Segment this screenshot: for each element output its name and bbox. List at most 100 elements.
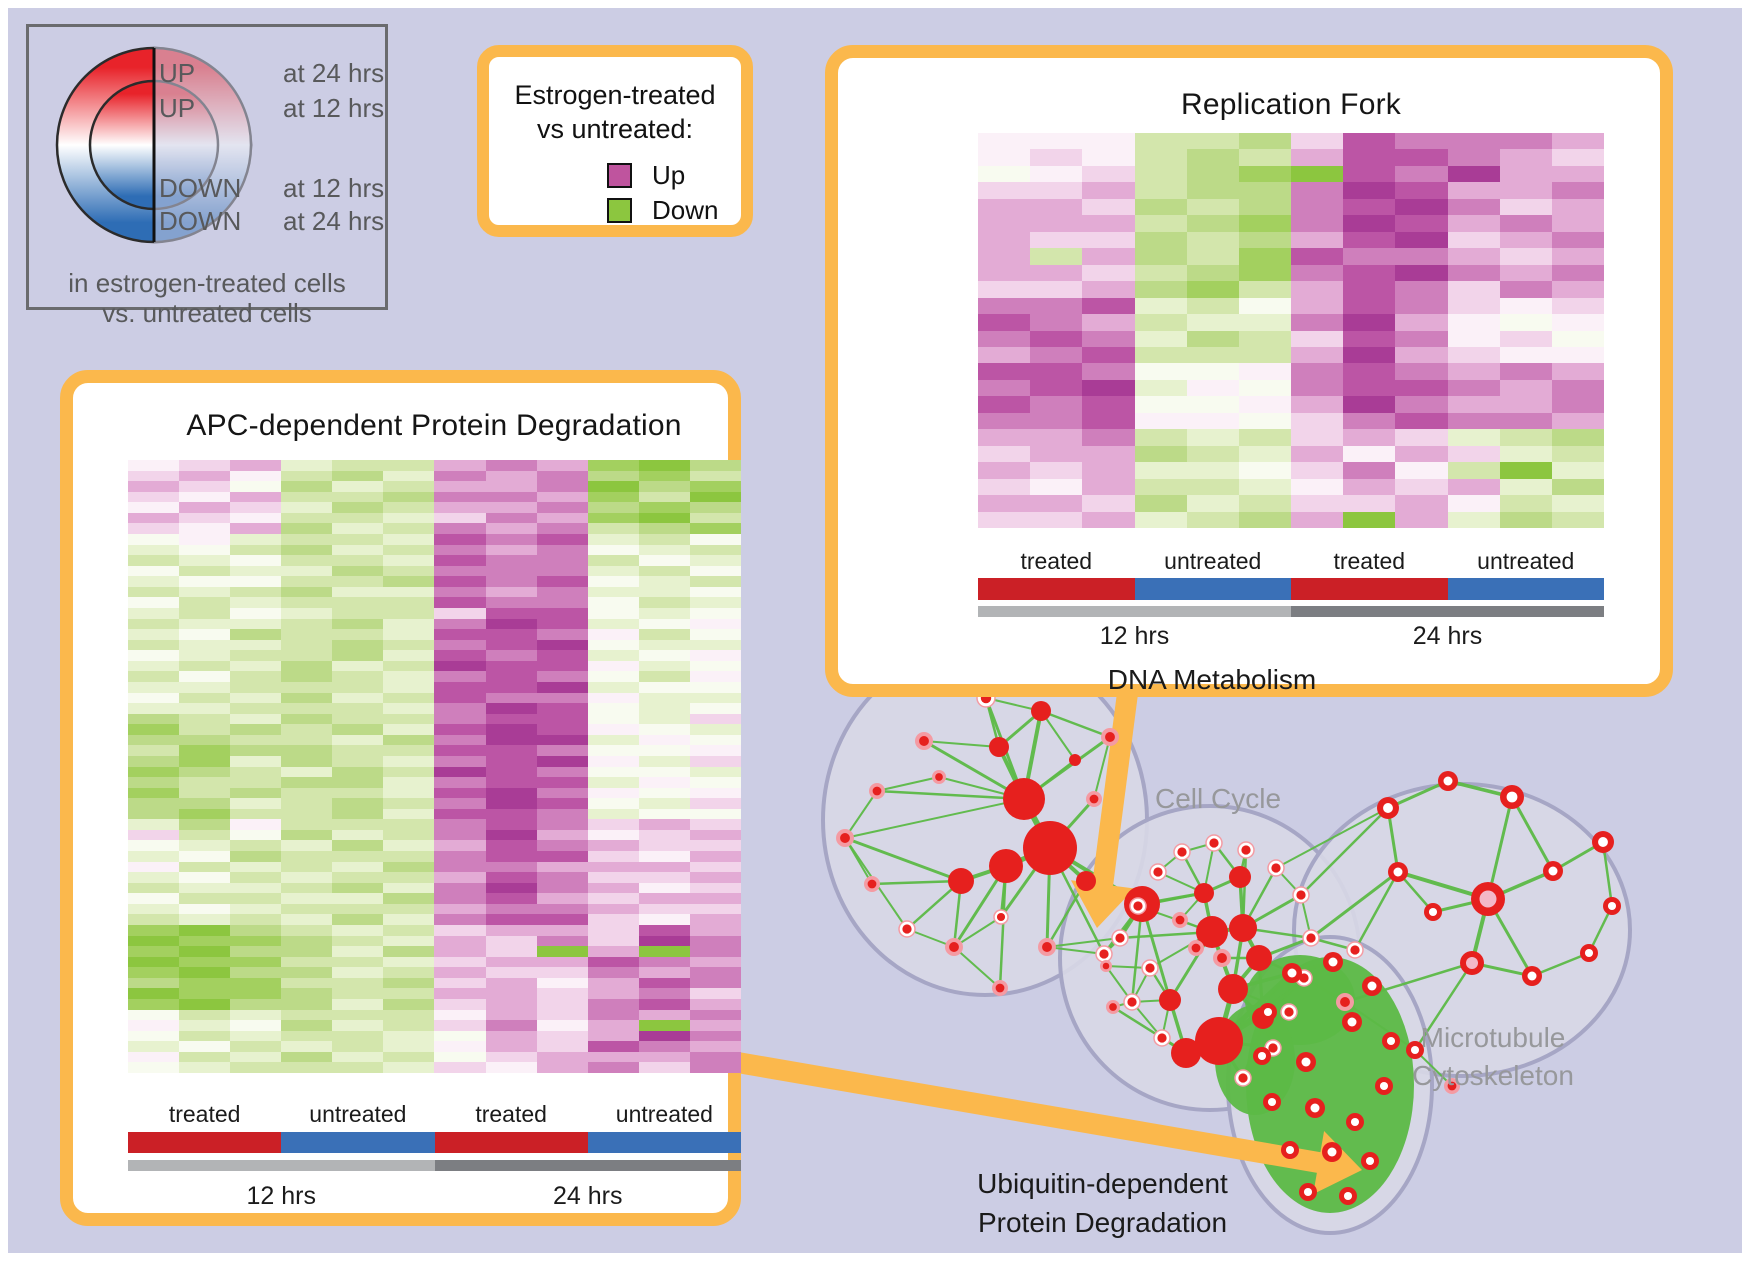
heatmap-cell — [230, 745, 282, 756]
heatmap-cell — [332, 607, 384, 619]
treatment-group-label: untreated — [1164, 548, 1262, 574]
heatmap-cell — [587, 755, 639, 767]
heatmap-cell — [485, 882, 537, 894]
heatmap-cell — [179, 555, 231, 566]
heatmap-cell — [1499, 182, 1552, 199]
heatmap-cell — [587, 512, 639, 524]
heatmap-cell — [128, 777, 180, 788]
heatmap-cell — [434, 1009, 486, 1021]
heatmap-cell — [332, 745, 384, 756]
heatmap-cell — [689, 692, 741, 704]
heatmap-cell — [587, 988, 639, 1000]
heatmap-cell — [536, 914, 588, 926]
heatmap-cell — [1343, 165, 1396, 183]
heatmap-cell — [638, 1041, 690, 1052]
heatmap-cell — [434, 713, 486, 725]
heatmap-cell — [587, 893, 639, 904]
heatmap-cell — [689, 935, 741, 947]
heatmap-cell — [281, 618, 333, 630]
heatmap-cell — [434, 988, 486, 1000]
heatmap-cell — [536, 925, 588, 936]
heatmap-cell — [230, 1041, 282, 1052]
apc-panel: APC-dependent Protein Degradation treate… — [60, 370, 741, 1226]
heatmap-cell — [230, 925, 282, 936]
heatmap-cell — [1134, 346, 1187, 364]
heatmap-cell — [638, 512, 690, 524]
heatmap-cell — [230, 734, 282, 746]
heatmap-cell — [689, 1009, 741, 1021]
heatmap-cell — [1082, 198, 1135, 216]
heatmap-cell — [1499, 478, 1552, 496]
heatmap-cell — [485, 660, 537, 672]
heatmap-cell — [1030, 478, 1083, 496]
heatmap-cell — [1134, 511, 1187, 528]
heatmap-cell — [383, 1051, 435, 1063]
heatmap-cell — [1395, 511, 1448, 528]
heatmap-cell — [332, 935, 384, 947]
heatmap-cell — [1134, 165, 1187, 183]
heatmap-cell — [281, 650, 333, 661]
heatmap-cell — [332, 1020, 384, 1031]
heatmap-cell — [1082, 478, 1135, 496]
heatmap-cell — [1186, 314, 1239, 331]
heatmap-cell — [332, 872, 384, 883]
heatmap-cell — [689, 502, 741, 513]
heatmap-cell — [434, 576, 486, 587]
heatmap-cell — [689, 956, 741, 968]
heatmap-cell — [1551, 182, 1604, 199]
heatmap-cell — [689, 851, 741, 862]
heatmap-cell — [536, 798, 588, 809]
heatmap-cell — [1134, 495, 1187, 512]
heatmap-cell — [536, 777, 588, 788]
heatmap-cell — [485, 925, 537, 936]
heatmap-cell — [587, 724, 639, 735]
heatmap-cell — [383, 851, 435, 862]
time-direction-legend: UP at 24 hrs UP at 12 hrs DOWN at 12 hrs… — [26, 24, 388, 328]
heatmap-cell — [281, 988, 333, 1000]
heatmap-cell — [587, 639, 639, 651]
heatmap-cell — [1134, 412, 1187, 430]
heatmap-cell — [1499, 198, 1552, 216]
heatmap-cell — [281, 607, 333, 619]
heatmap-cell — [128, 956, 180, 968]
heatmap-cell — [281, 967, 333, 978]
heatmap-cell — [332, 481, 384, 492]
heatmap-cell — [1551, 215, 1604, 232]
heatmap-cell — [434, 1051, 486, 1063]
heatmap-cell — [978, 149, 1031, 166]
heatmap-cell — [536, 639, 588, 651]
time-label: 12 hrs — [246, 1182, 316, 1210]
heatmap-cell — [638, 819, 690, 830]
down-color-swatch — [607, 198, 632, 223]
heatmap-cell — [638, 1020, 690, 1031]
heatmap-cell — [587, 607, 639, 619]
heatmap-cell — [689, 1020, 741, 1031]
heatmap-cell — [689, 512, 741, 524]
heatmap-cell — [978, 363, 1031, 380]
heatmap-cell — [128, 481, 180, 492]
heatmap-cell — [1291, 346, 1344, 364]
heatmap-cell — [281, 893, 333, 904]
heatmap-cell — [536, 681, 588, 693]
heatmap-cell — [536, 597, 588, 608]
heatmap-cell — [485, 755, 537, 767]
heatmap-cell — [1551, 165, 1604, 183]
heatmap-cell — [1134, 248, 1187, 265]
heatmap-cell — [383, 607, 435, 619]
heatmap-cell — [128, 502, 180, 513]
heatmap-cell — [1134, 396, 1187, 413]
untreated-bar — [1447, 578, 1604, 600]
legend-caption-line1: in estrogen-treated cells — [68, 268, 346, 298]
legend-caption-line2: vs. untreated cells — [102, 298, 312, 328]
heatmap-cell — [128, 523, 180, 534]
heatmap-cell — [1291, 511, 1344, 528]
heatmap-cell — [230, 512, 282, 524]
heatmap-cell — [485, 1041, 537, 1052]
heatmap-cell — [281, 1051, 333, 1063]
heatmap-cell — [1134, 445, 1187, 463]
heatmap-cell — [978, 396, 1031, 413]
heatmap-cell — [281, 470, 333, 482]
heatmap-cell — [1395, 281, 1448, 298]
legend-item-label: Up — [652, 160, 686, 190]
heatmap-cell — [536, 650, 588, 661]
